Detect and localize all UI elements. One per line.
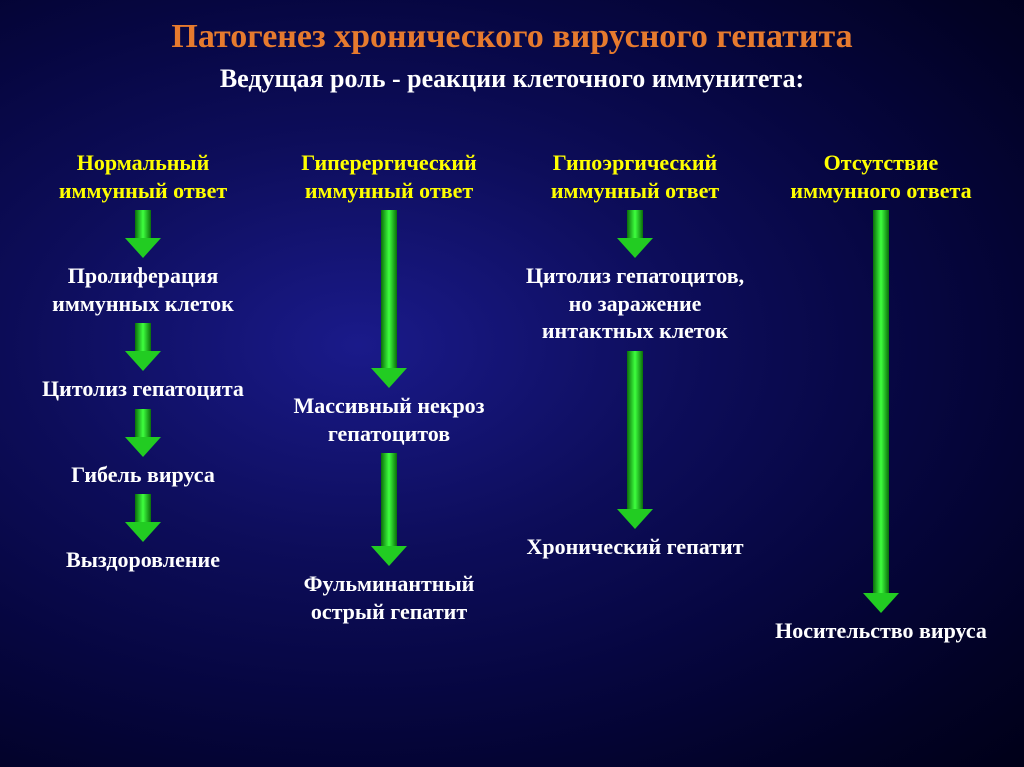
col3-step1: Цитолиз гепатоцитов, но заражение интакт…: [520, 262, 750, 345]
col3-header: Гипоэргический иммунный ответ: [520, 149, 750, 204]
arrow-icon: [627, 351, 643, 511]
arrow-icon: [135, 409, 151, 439]
col1-step2: Цитолиз гепатоцита: [42, 375, 244, 403]
col1-step1: Пролиферация иммунных клеток: [28, 262, 258, 317]
arrow-icon: [381, 210, 397, 370]
column-no-response: Отсутствие иммунного ответа Носительство…: [766, 149, 996, 645]
col3-step2: Хронический гепатит: [526, 533, 743, 561]
col1-header: Нормальный иммунный ответ: [28, 149, 258, 204]
column-hyperergic-response: Гиперергический иммунный ответ Массивный…: [274, 149, 504, 645]
col1-step4: Выздоровление: [66, 546, 220, 574]
col2-step2: Фульминантный острый гепатит: [274, 570, 504, 625]
arrow-icon: [873, 210, 889, 595]
col1-step3: Гибель вируса: [71, 461, 215, 489]
arrow-icon: [135, 210, 151, 240]
col2-header: Гиперергический иммунный ответ: [274, 149, 504, 204]
col2-step1: Массивный некроз гепатоцитов: [274, 392, 504, 447]
col4-step1: Носительство вируса: [775, 617, 987, 645]
arrow-icon: [627, 210, 643, 240]
arrow-icon: [135, 494, 151, 524]
arrow-icon: [135, 323, 151, 353]
arrow-icon: [381, 453, 397, 548]
flowchart-columns: Нормальный иммунный ответ Пролиферация и…: [0, 149, 1024, 645]
column-hypoergic-response: Гипоэргический иммунный ответ Цитолиз ге…: [520, 149, 750, 645]
col4-header: Отсутствие иммунного ответа: [766, 149, 996, 204]
column-normal-response: Нормальный иммунный ответ Пролиферация и…: [28, 149, 258, 645]
slide-subtitle: Ведущая роль - реакции клеточного иммуни…: [0, 64, 1024, 94]
slide-title: Патогенез хронического вирусного гепатит…: [0, 0, 1024, 56]
